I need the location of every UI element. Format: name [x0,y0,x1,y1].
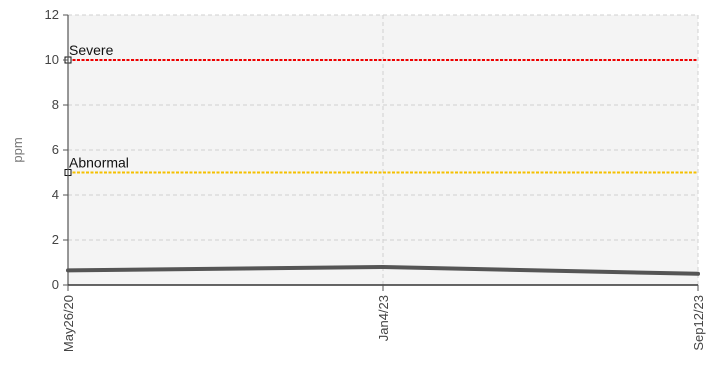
x-tick-label: May26/20 [61,295,76,352]
y-axis-ticks: 0 2 4 6 8 10 12 [45,7,68,292]
y-tick-label: 0 [52,277,59,292]
y-tick-label: 4 [52,187,59,202]
data-point[interactable] [696,271,700,276]
y-tick-label: 8 [52,97,59,112]
y-tick-label: 10 [45,52,59,67]
x-axis-ticks: May26/20 Jan4/23 Sep12/23 [61,285,706,352]
data-point[interactable] [381,265,385,269]
x-tick-label: Jan4/23 [376,295,391,341]
y-axis-title: ppm [10,137,25,162]
y-tick-label: 12 [45,7,59,22]
y-tick-label: 6 [52,142,59,157]
reference-label-abnormal: Abnormal [69,155,129,171]
y-tick-label: 2 [52,232,59,247]
reference-label-severe: Severe [69,42,114,58]
x-tick-label: Sep12/23 [691,295,706,351]
